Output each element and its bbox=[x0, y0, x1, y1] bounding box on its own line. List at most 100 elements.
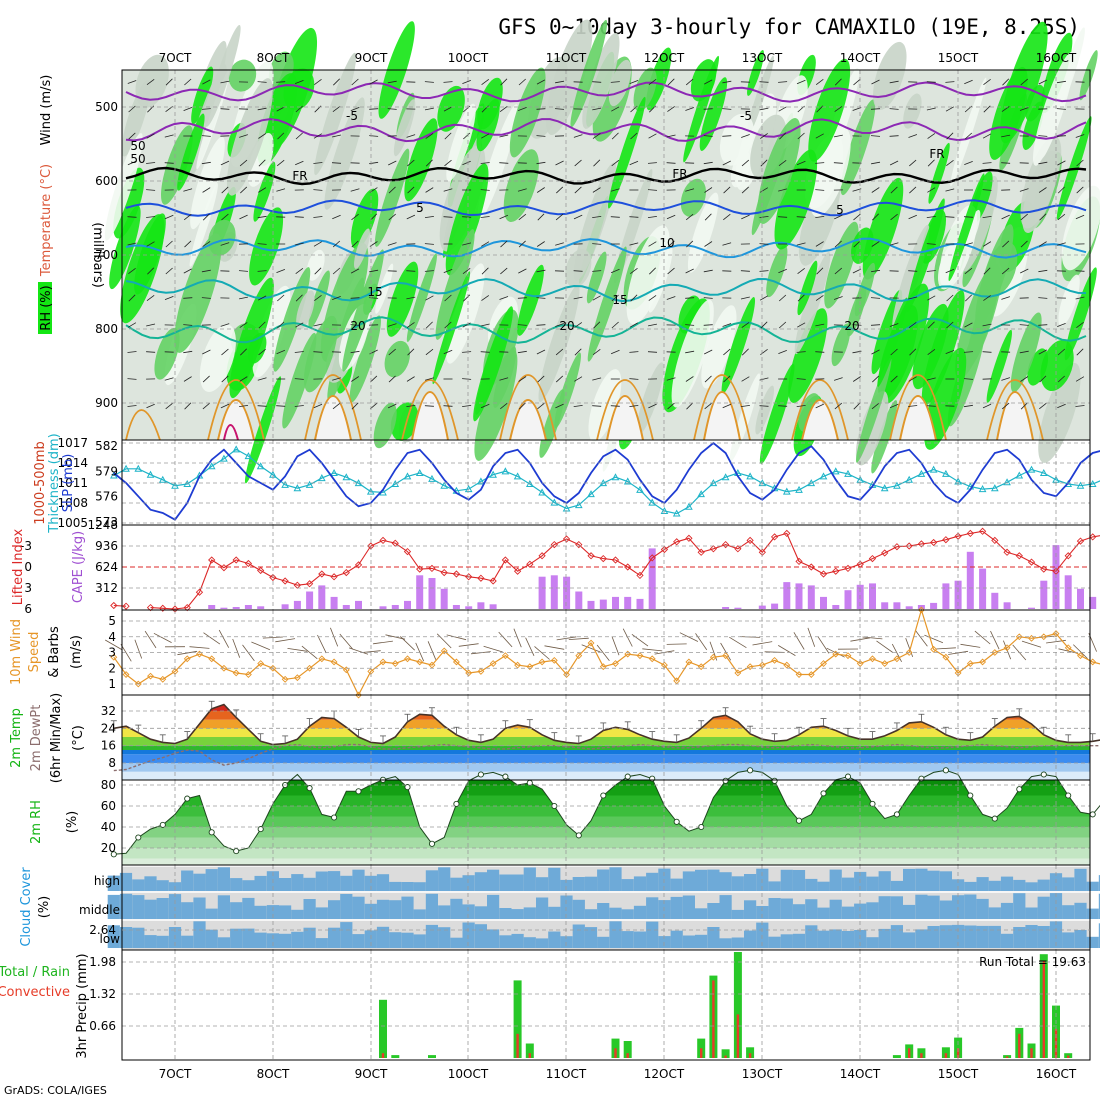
wind-barb bbox=[926, 243, 936, 245]
wind-barb bbox=[908, 296, 918, 300]
wind-barb bbox=[834, 267, 843, 275]
wind-barb bbox=[462, 80, 471, 84]
wind-barb bbox=[1039, 213, 1047, 221]
cape-bar bbox=[379, 606, 387, 609]
lifted-index-point bbox=[330, 573, 338, 581]
wind-barb bbox=[480, 351, 490, 353]
lifted-index-point bbox=[881, 549, 889, 557]
cloud-low-bar bbox=[927, 926, 940, 948]
rh-band bbox=[122, 816, 1090, 827]
thickness-point bbox=[942, 469, 950, 477]
wind-barb bbox=[536, 161, 546, 165]
wind-barb bbox=[146, 403, 155, 409]
cloud-middle-bar bbox=[168, 894, 182, 919]
precip-convective-bar bbox=[736, 1014, 740, 1058]
temp-contour-5 bbox=[125, 199, 1087, 217]
wind-barb bbox=[1056, 242, 1066, 246]
wind-barb bbox=[889, 242, 899, 246]
precip-total-bar bbox=[428, 1055, 436, 1058]
rh-blob bbox=[406, 253, 437, 342]
wind-barb bbox=[536, 297, 546, 299]
wind-barb bbox=[574, 348, 582, 356]
wind-speed-point bbox=[538, 658, 546, 666]
cloud-high-bar bbox=[792, 870, 806, 891]
wind-barb bbox=[927, 133, 936, 139]
wind-barb bbox=[647, 351, 658, 353]
contour-label: 50 bbox=[130, 139, 145, 153]
wind-barb bbox=[425, 159, 433, 167]
lifted-index-point bbox=[611, 556, 620, 564]
cloud-middle-bar bbox=[364, 903, 377, 919]
wind-barb bbox=[704, 241, 713, 247]
wind-barb bbox=[648, 323, 657, 327]
cloud-high-bar bbox=[536, 877, 549, 891]
wind-barb bbox=[220, 160, 230, 166]
rh-point bbox=[1040, 771, 1047, 778]
precip-convective-bar bbox=[712, 980, 715, 1058]
cape-bar bbox=[489, 604, 497, 609]
wind-barb-10m bbox=[189, 646, 210, 649]
wind-barb bbox=[927, 187, 936, 193]
thickness-point bbox=[1015, 471, 1024, 479]
wind-barb bbox=[722, 403, 732, 409]
wind-barb-10m bbox=[415, 642, 425, 662]
temp-contour-20 bbox=[125, 316, 1087, 344]
wind-barb bbox=[1039, 375, 1047, 383]
thickness-point bbox=[648, 498, 657, 506]
lifted-index-point bbox=[1076, 537, 1085, 545]
cloud-middle-bar bbox=[1074, 902, 1087, 919]
wind-barb bbox=[128, 267, 136, 275]
wind-barb bbox=[741, 376, 750, 382]
wind-barb bbox=[945, 350, 955, 354]
rh-point bbox=[1089, 811, 1096, 818]
wind-barb bbox=[1075, 270, 1085, 272]
wind-barb bbox=[128, 294, 136, 302]
wind-barb-10m bbox=[720, 642, 732, 661]
wind-barb bbox=[332, 402, 341, 410]
wind-barb bbox=[499, 214, 509, 220]
cloud-high-bar bbox=[144, 876, 157, 891]
wind-barb bbox=[146, 133, 155, 139]
wind-barb bbox=[313, 162, 323, 164]
wind-barb bbox=[1020, 268, 1029, 274]
precip-total-bar bbox=[941, 1047, 950, 1058]
cape-bar bbox=[807, 585, 815, 609]
cloud-high-bar bbox=[523, 867, 536, 891]
wind-barb bbox=[759, 270, 769, 272]
wind-barb bbox=[982, 351, 992, 353]
cloud-middle-bar bbox=[340, 894, 353, 919]
wind-speed-point bbox=[709, 653, 717, 661]
wind-barb bbox=[536, 108, 546, 110]
cloud-low-bar bbox=[462, 922, 475, 948]
wind-barb bbox=[982, 323, 992, 327]
cloud-low-bar bbox=[584, 927, 598, 948]
precip-convective-bar bbox=[1067, 1055, 1070, 1058]
x-tick-top: 10OCT bbox=[448, 51, 489, 65]
wind-barb-10m bbox=[534, 646, 550, 660]
wind-barb bbox=[1057, 160, 1066, 166]
wind-barb-10m bbox=[104, 639, 123, 651]
cape-bar bbox=[1003, 602, 1011, 609]
cloud-middle-bar bbox=[560, 895, 573, 919]
wind-barb bbox=[610, 81, 620, 83]
rh-label-1: 2m RH bbox=[29, 800, 44, 844]
cloud-low-bar bbox=[597, 936, 610, 948]
wind-barb bbox=[424, 405, 434, 407]
cloud-low-bar bbox=[389, 932, 402, 948]
wind-speed-point bbox=[171, 667, 179, 675]
thickness-point bbox=[795, 485, 803, 493]
cloud-low-bar bbox=[768, 936, 781, 948]
wind-barb bbox=[870, 297, 881, 299]
cloud-middle-bar bbox=[621, 909, 634, 919]
cloud-middle-bar bbox=[303, 899, 316, 919]
temp-tick: 24 bbox=[101, 721, 116, 735]
wind-barb bbox=[518, 402, 526, 410]
wind-barb bbox=[1057, 375, 1065, 383]
wind-speed-point bbox=[832, 650, 840, 658]
thickness-point bbox=[440, 481, 449, 489]
cloud-low-bar bbox=[413, 934, 426, 948]
cloud-low-bar bbox=[719, 938, 732, 948]
cloud-high-bar bbox=[499, 874, 512, 891]
wind-barb bbox=[202, 241, 211, 247]
wind-barb bbox=[945, 216, 955, 218]
